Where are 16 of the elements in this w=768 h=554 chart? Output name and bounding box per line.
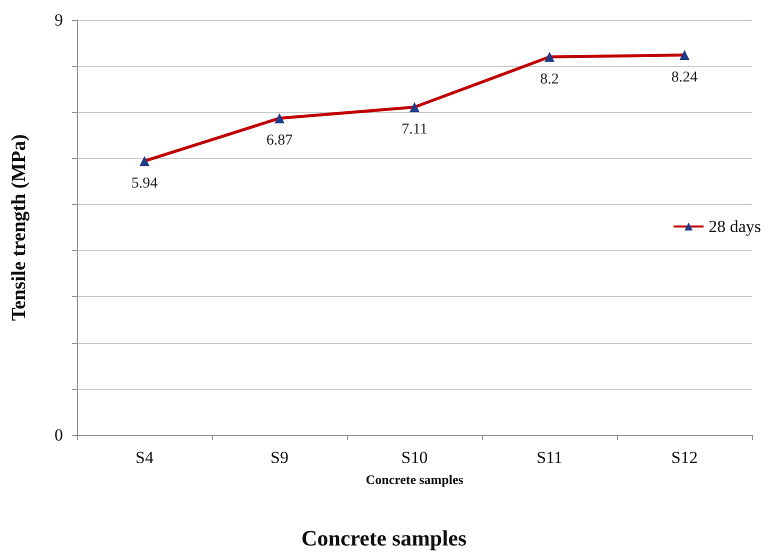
data-label: 8.2 [540,71,559,88]
text: Concrete samples [301,526,468,550]
y-axis-title: Tensile trength (MPa) [8,134,30,321]
x-tick-label: S12 [671,448,698,467]
x-axis-title: Concrete samples [366,472,464,487]
legend-label: 28 days [708,217,762,236]
x-tick-label: S10 [401,448,428,467]
data-label: 8.24 [671,70,698,86]
data-label: 6.87 [266,132,294,149]
y-tick-label: 9 [54,10,63,30]
data-label: 7.11 [402,122,428,138]
y-tick-label: 0 [54,426,63,444]
x-tick-label: S4 [136,448,154,467]
x-tick-label: S9 [270,448,288,467]
x-tick-label: S11 [536,448,562,467]
data-label: 5.94 [131,176,158,192]
